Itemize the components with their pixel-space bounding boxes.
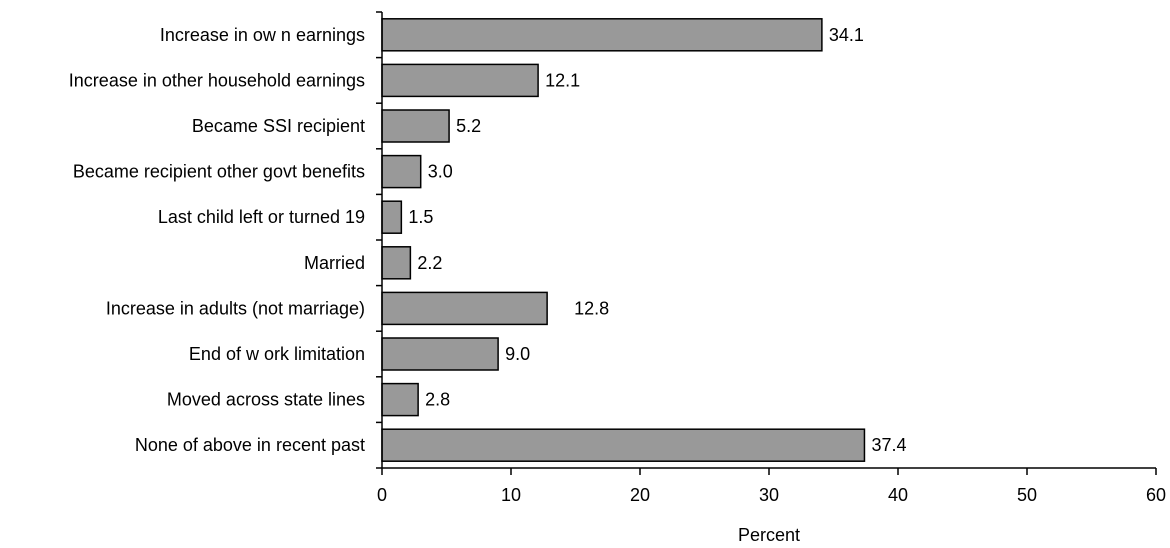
bars-layer — [381, 18, 866, 462]
ticks-layer — [376, 11, 1157, 475]
bar — [381, 382, 419, 417]
data-label: 12.1 — [545, 70, 580, 90]
x-tick-label: 50 — [1017, 485, 1037, 505]
data-label: 37.4 — [871, 435, 906, 455]
x-tick-label: 20 — [630, 485, 650, 505]
data-label: 2.8 — [425, 390, 450, 410]
x-tick-label: 40 — [888, 485, 908, 505]
bar — [381, 18, 823, 52]
x-tick-label: 30 — [759, 485, 779, 505]
category-label: Became SSI recipient — [192, 116, 365, 136]
category-label: Increase in other household earnings — [69, 70, 365, 90]
data-label: 9.0 — [505, 344, 530, 364]
data-label: 12.8 — [574, 298, 609, 318]
data-label: 1.5 — [408, 207, 433, 227]
x-tick-label: 0 — [377, 485, 387, 505]
bar — [381, 337, 499, 371]
bar — [381, 246, 412, 280]
data-label: 34.1 — [829, 25, 864, 45]
bar — [381, 200, 403, 234]
x-tick-label: 10 — [501, 485, 521, 505]
bar — [381, 154, 422, 189]
category-label: Moved across state lines — [167, 390, 365, 410]
bar — [381, 109, 450, 143]
category-label: None of above in recent past — [135, 435, 365, 455]
data-label: 2.2 — [417, 253, 442, 273]
bar — [381, 428, 866, 462]
data-label: 3.0 — [428, 162, 453, 182]
category-label: Last child left or turned 19 — [158, 207, 365, 227]
bar — [381, 63, 539, 98]
labels-layer: Increase in ow n earnings 34.1 Increase in… — [69, 25, 1166, 505]
data-label: 5.2 — [456, 116, 481, 136]
bar — [381, 291, 548, 326]
category-label: Increase in adults (not marriage) — [106, 298, 365, 318]
category-label: Married — [304, 253, 365, 273]
x-tick-label: 60 — [1146, 485, 1166, 505]
x-axis-title: Percent — [738, 525, 800, 545]
category-label: Increase in ow n earnings — [160, 25, 365, 45]
category-label: End of w ork limitation — [189, 344, 365, 364]
category-label: Became recipient other govt benefits — [73, 162, 365, 182]
